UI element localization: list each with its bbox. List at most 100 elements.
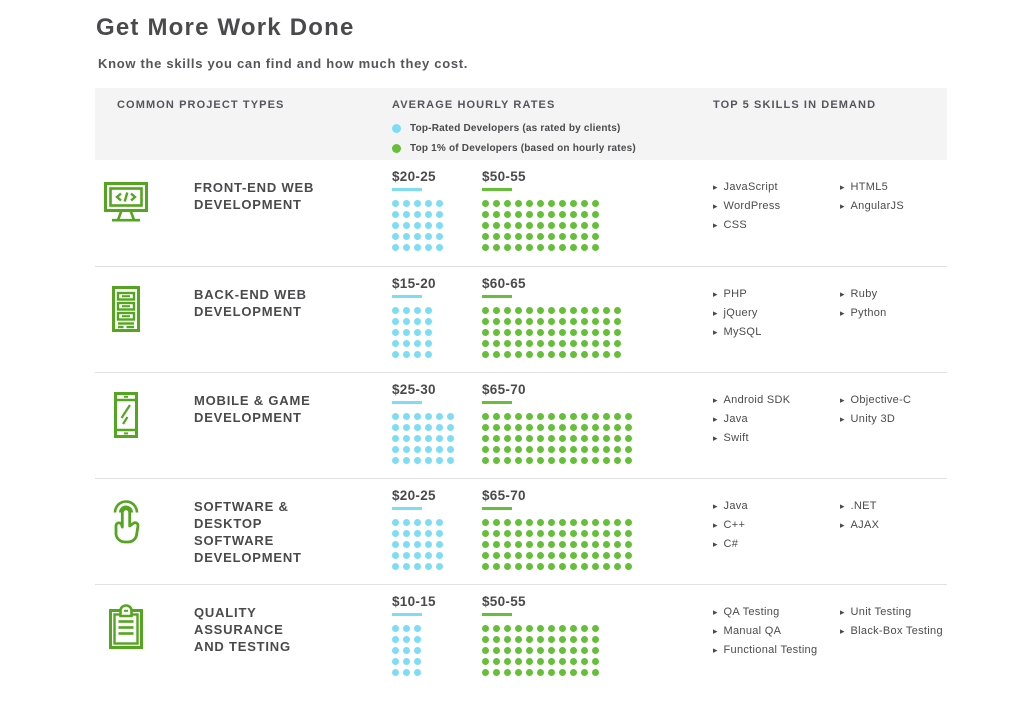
rate-dot — [482, 541, 489, 548]
rate-dot — [392, 307, 399, 314]
rate-dot — [482, 329, 489, 336]
rate-dot — [559, 563, 566, 570]
rate-dot — [392, 647, 399, 654]
rate-dot — [592, 329, 599, 336]
rate-dot — [493, 424, 500, 431]
bullet-icon: ▸ — [713, 289, 718, 299]
rate-dot — [614, 413, 621, 420]
skill-item: ▸ Black-Box Testing — [840, 625, 947, 637]
rate-dot — [537, 307, 544, 314]
rate-dot — [570, 351, 577, 358]
rate-dot — [403, 552, 410, 559]
skills-column-1: ▸ JavaScript ▸ WordPress ▸ CSS — [713, 160, 840, 266]
rate-dot — [592, 318, 599, 325]
rate-dot — [537, 424, 544, 431]
skill-item: ▸ Android SDK — [713, 394, 840, 406]
rate-dot — [548, 233, 555, 240]
rate-dot — [559, 233, 566, 240]
legend-item-top-1pct: Top 1% of Developers (based on hourly ra… — [392, 138, 636, 158]
skill-item: ▸ JavaScript — [713, 181, 840, 193]
rate-dot — [414, 413, 421, 420]
rate-dot-grid — [482, 413, 713, 464]
rate-dot — [570, 658, 577, 665]
rate-dot — [515, 413, 522, 420]
rate-dot — [414, 351, 421, 358]
rate-dot — [570, 519, 577, 526]
rate-dot — [559, 329, 566, 336]
legend-label: Top 1% of Developers (based on hourly ra… — [410, 142, 636, 154]
rate-value: $60-65 — [482, 276, 526, 291]
rate-value: $20-25 — [392, 169, 436, 184]
rate-dot — [559, 457, 566, 464]
rate-dot — [570, 413, 577, 420]
rate-dot — [548, 413, 555, 420]
rate-dot — [425, 413, 432, 420]
rate-dot — [504, 435, 511, 442]
legend-label: Top-Rated Developers (as rated by client… — [410, 122, 621, 134]
rate-dot — [592, 413, 599, 420]
rate-dot — [493, 647, 500, 654]
rate-dot — [526, 625, 533, 632]
rate-underline — [482, 188, 512, 191]
rate-dot — [570, 563, 577, 570]
rate-dot — [436, 552, 443, 559]
rate-dot — [493, 351, 500, 358]
rate-dot — [581, 647, 588, 654]
skill-label: .NET — [850, 500, 877, 512]
rate-dot — [436, 244, 443, 251]
rate-dot — [548, 541, 555, 548]
rate-dot — [482, 244, 489, 251]
rate-dot — [392, 435, 399, 442]
rate-dot — [581, 541, 588, 548]
rate-dot — [504, 541, 511, 548]
rate-dot — [570, 318, 577, 325]
rate-dot — [515, 658, 522, 665]
rate-dot — [482, 563, 489, 570]
rate-dot — [581, 563, 588, 570]
skill-item: ▸ AJAX — [840, 519, 947, 531]
rate-dot — [414, 340, 421, 347]
rate-dot — [548, 222, 555, 229]
rate-dot — [414, 222, 421, 229]
rate-dot — [592, 636, 599, 643]
rate-dot — [603, 563, 610, 570]
skill-label: Ruby — [850, 288, 878, 300]
rate-dot — [603, 457, 610, 464]
rate-dot — [592, 200, 599, 207]
rate-dot — [570, 307, 577, 314]
skill-item: ▸ Python — [840, 307, 947, 319]
rate-dot — [515, 329, 522, 336]
rate-dot — [581, 519, 588, 526]
rate-dot — [504, 647, 511, 654]
rate-dot — [526, 647, 533, 654]
skill-item: ▸ jQuery — [713, 307, 840, 319]
rate-dot — [482, 233, 489, 240]
rate-dot — [537, 519, 544, 526]
rate-dot — [403, 318, 410, 325]
rate-dot — [603, 446, 610, 453]
rate-dot — [603, 413, 610, 420]
rate-dot — [592, 658, 599, 665]
rate-dot — [581, 211, 588, 218]
skill-label: PHP — [723, 288, 748, 300]
rate-underline — [392, 188, 422, 191]
rate-dot — [548, 519, 555, 526]
rate-dot — [482, 307, 489, 314]
rate-dot — [537, 211, 544, 218]
rate-dot — [537, 244, 544, 251]
rate-dot-grid — [392, 625, 482, 676]
rate-dot — [570, 435, 577, 442]
rate-dot — [403, 647, 410, 654]
rate-block-top-1pct: $50-55 — [482, 160, 713, 266]
rate-dot — [570, 424, 577, 431]
rate-dot — [581, 307, 588, 314]
rate-dot — [436, 530, 443, 537]
rate-dot — [559, 318, 566, 325]
rate-dot — [526, 200, 533, 207]
skill-label: WordPress — [723, 200, 781, 212]
rate-dot — [482, 351, 489, 358]
green-dot-icon — [392, 143, 401, 153]
skill-item: ▸ C# — [713, 538, 840, 550]
rate-dot — [493, 211, 500, 218]
rate-dot — [414, 636, 421, 643]
